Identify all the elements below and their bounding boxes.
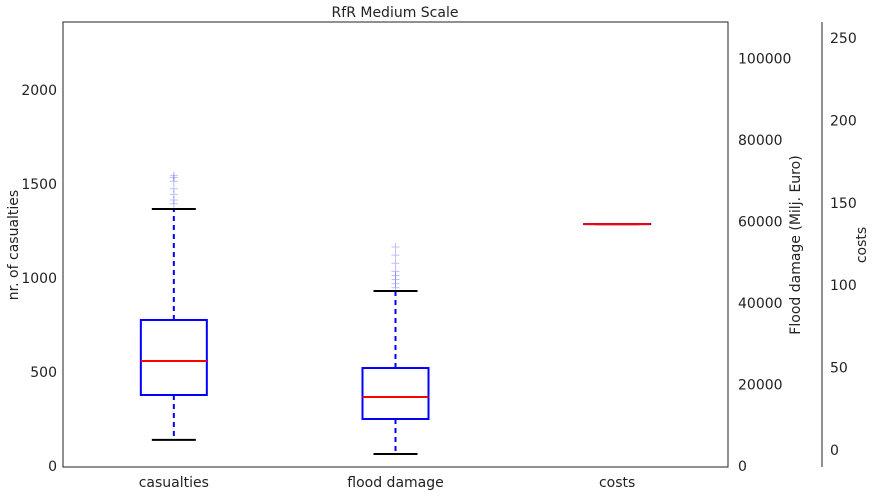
y3-axis-label: costs <box>854 227 870 263</box>
outlier <box>391 283 400 292</box>
y3-tick-label: 0 <box>830 443 839 459</box>
outlier <box>169 173 178 182</box>
y3-tick-label: 150 <box>830 196 857 212</box>
y2-tick-label: 40000 <box>738 296 783 312</box>
outlier <box>391 279 400 288</box>
y3-tick-label: 50 <box>830 361 848 377</box>
y2-tick-label: 100000 <box>738 51 791 67</box>
y-tick-label: 500 <box>30 365 57 381</box>
outlier <box>391 242 400 251</box>
outlier <box>391 251 400 260</box>
outlier <box>169 177 178 186</box>
y-axis-label: nr. of casualties <box>6 190 22 300</box>
y2-tick-label: 60000 <box>738 214 783 230</box>
outlier <box>391 259 400 268</box>
plot-frame <box>62 21 729 468</box>
y2-tick-label: 0 <box>738 459 747 475</box>
outlier <box>169 184 178 193</box>
y-tick-label: 1500 <box>21 177 57 193</box>
y-tick-label: 1000 <box>21 271 57 287</box>
y2-axis-label: Flood damage (Milj. Euro) <box>788 155 804 334</box>
y3-tick-label: 100 <box>830 278 857 294</box>
outlier <box>391 271 400 280</box>
x-tick-label: flood damage <box>347 475 443 491</box>
outlier <box>391 267 400 276</box>
outlier <box>169 199 178 208</box>
outlier <box>169 190 178 199</box>
box <box>361 367 430 420</box>
outlier <box>169 171 178 180</box>
x-tick-label: casualties <box>139 475 209 491</box>
y2-tick-label: 80000 <box>738 133 783 149</box>
y2-tick-label: 20000 <box>738 377 783 393</box>
outlier <box>391 275 400 284</box>
y-tick-label: 2000 <box>21 83 57 99</box>
y-tick-label: 0 <box>48 459 57 475</box>
chart-title: RfR Medium Scale <box>332 5 459 21</box>
box <box>139 318 208 396</box>
x-tick-label: costs <box>599 475 635 491</box>
y3-tick-label: 200 <box>830 113 857 129</box>
outlier <box>169 196 178 205</box>
y3-tick-label: 250 <box>830 31 857 47</box>
